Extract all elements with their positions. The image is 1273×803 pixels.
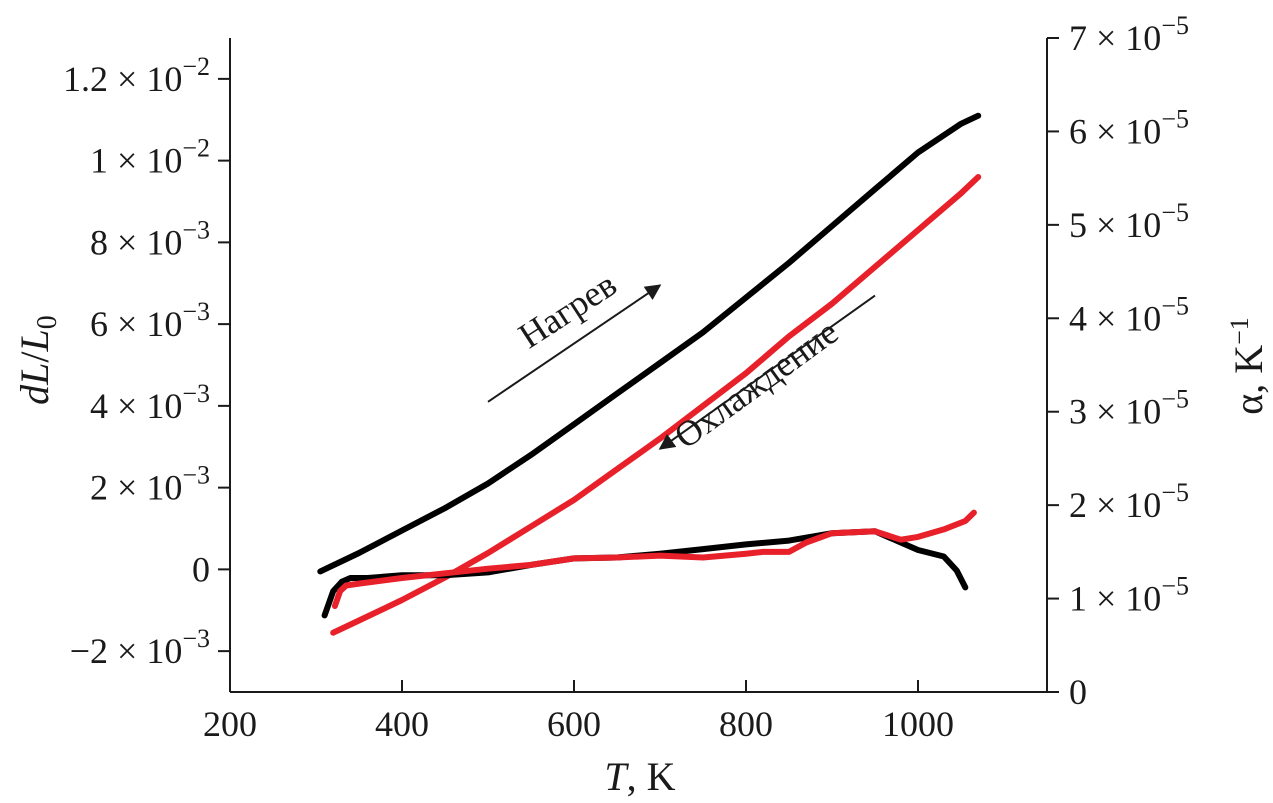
y-right-tick-label: 0 <box>1069 672 1087 712</box>
y-left-tick-label: 2 × 10−3 <box>90 461 210 508</box>
y-right-tick-label: 4 × 10−5 <box>1069 291 1189 338</box>
y-left-tick-label: 8 × 10−3 <box>90 215 210 262</box>
annotation-label-cooling: Охлаждение <box>667 311 846 456</box>
y-left-tick-label: 4 × 10−3 <box>90 379 210 426</box>
x-tick-label: 1000 <box>882 704 954 744</box>
y-left-label-slash: / <box>12 351 57 363</box>
y-right-axis-label: α, K−1 <box>1225 317 1271 415</box>
series-line-dl-l0-heating <box>317 112 982 575</box>
y-right-label-sup: −1 <box>1225 317 1254 345</box>
y-right-tick-label: 2 × 10−5 <box>1069 478 1189 525</box>
x-tick-label: 400 <box>375 704 429 744</box>
series-line-alpha-cooling <box>331 509 977 609</box>
y-left-tick-label: −2 × 10−3 <box>70 624 210 671</box>
annotation-arrow-heating <box>487 284 662 403</box>
series-group <box>317 112 982 636</box>
y-left-axis-label: dL/L0 <box>12 315 63 405</box>
x-axis-label: T, K <box>604 754 675 799</box>
y-right-tick-label: 7 × 10−5 <box>1069 11 1189 58</box>
series-line-dl-l0-cooling <box>330 174 982 636</box>
y-left-label-sub: 0 <box>32 315 63 329</box>
tick-group: 200 400 600 800 1000 −2 × 10−3 0 2 × 10−3 4 × 10… <box>63 11 1189 744</box>
x-tick-label: 200 <box>203 704 257 744</box>
y-left-label-d: dL <box>12 363 57 405</box>
y-left-label-base: L <box>12 329 57 352</box>
annotation-group: Нагрев Охлаждение <box>487 264 876 456</box>
annotation-arrow-cooling <box>658 294 876 450</box>
x-tick-label: 600 <box>547 704 601 744</box>
x-axis-label-var: T <box>604 754 629 799</box>
y-left-tick-label: 1 × 10−2 <box>90 134 210 181</box>
annotation-label-heating: Нагрев <box>511 264 623 356</box>
y-right-tick-label: 5 × 10−5 <box>1069 198 1189 245</box>
x-axis-label-unit: , K <box>627 754 676 799</box>
y-left-tick-label: 6 × 10−3 <box>90 297 210 344</box>
y-right-label-main: α, K <box>1226 345 1271 415</box>
y-left-tick-label: 0 <box>192 549 210 589</box>
y-right-tick-label: 3 × 10−5 <box>1069 385 1189 432</box>
x-tick-label: 800 <box>719 704 773 744</box>
y-right-tick-label: 6 × 10−5 <box>1069 104 1189 151</box>
y-right-tick-label: 1 × 10−5 <box>1069 572 1189 619</box>
y-left-tick-label: 1.2 × 10−2 <box>63 52 210 99</box>
axes-group <box>229 38 1048 693</box>
